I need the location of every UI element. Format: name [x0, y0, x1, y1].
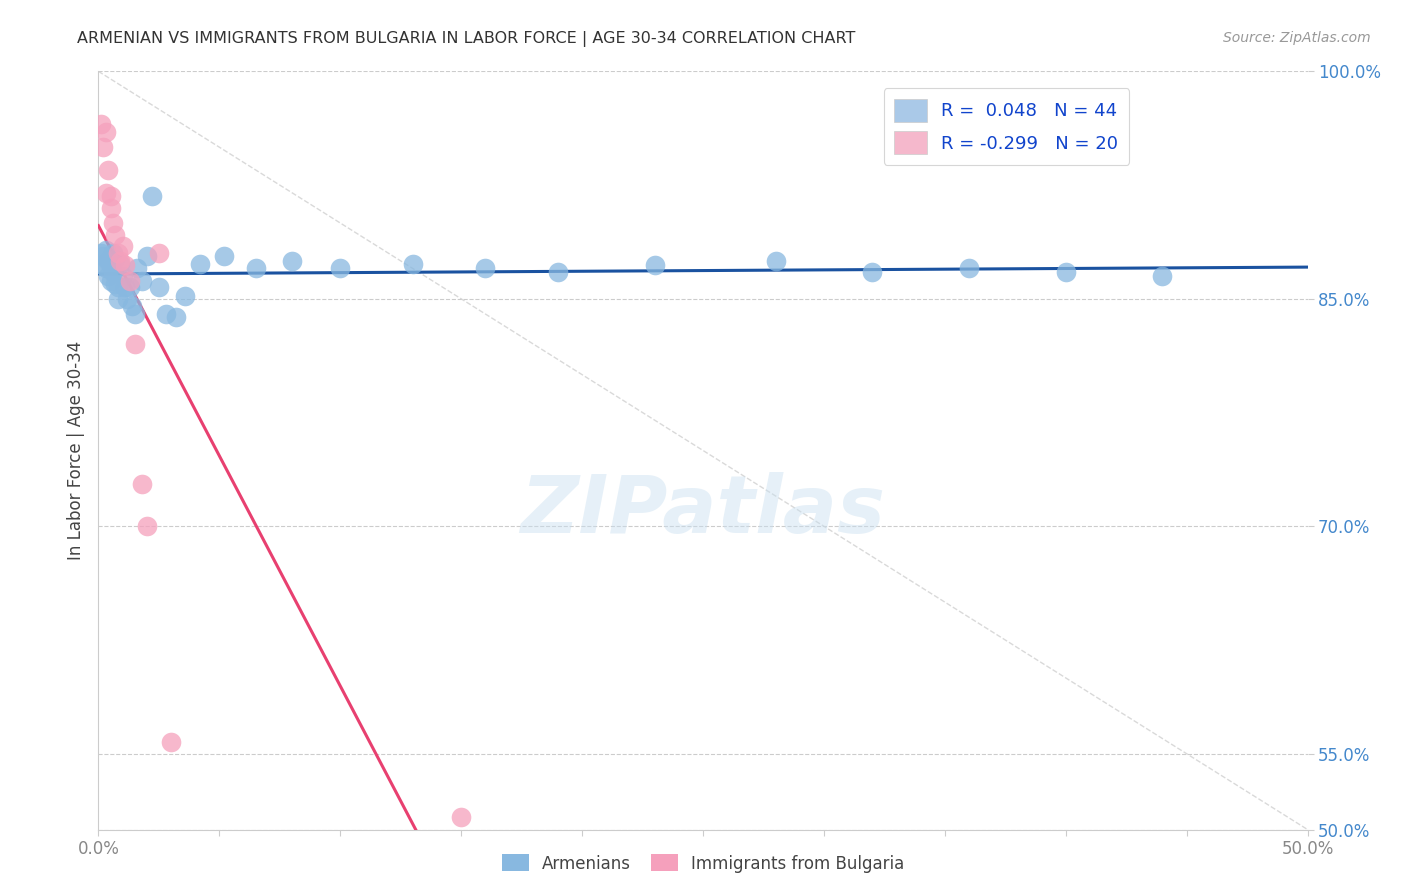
Point: [97, 269, 120, 284]
Point: [97, 253, 120, 268]
Point: [212, 249, 235, 263]
Point: [124, 307, 146, 321]
Point: [148, 246, 170, 260]
Point: [101, 246, 124, 260]
Y-axis label: In Labor Force | Age 30-34: In Labor Force | Age 30-34: [66, 341, 84, 560]
Point: [100, 201, 122, 215]
Point: [957, 261, 980, 276]
Point: [111, 269, 134, 284]
Point: [124, 337, 146, 351]
Point: [765, 253, 787, 268]
Point: [91, 259, 114, 273]
Point: [644, 259, 666, 273]
Point: [108, 253, 131, 268]
Point: [94, 261, 117, 276]
Point: [100, 257, 122, 271]
Point: [188, 257, 211, 271]
Point: [174, 289, 197, 303]
Point: [108, 257, 131, 271]
Point: [135, 249, 157, 263]
Point: [100, 274, 122, 288]
Point: [118, 274, 141, 288]
Point: [141, 188, 163, 202]
Point: [107, 292, 129, 306]
Point: [118, 279, 141, 293]
Point: [160, 734, 183, 748]
Point: [245, 261, 267, 276]
Text: ARMENIAN VS IMMIGRANTS FROM BULGARIA IN LABOR FORCE | AGE 30-34 CORRELATION CHAR: ARMENIAN VS IMMIGRANTS FROM BULGARIA IN …: [77, 31, 856, 47]
Point: [114, 259, 136, 273]
Point: [547, 264, 569, 278]
Point: [450, 810, 472, 824]
Point: [111, 238, 134, 253]
Point: [148, 279, 170, 293]
Point: [94, 125, 117, 139]
Point: [1152, 269, 1174, 284]
Point: [91, 249, 114, 263]
Point: [100, 188, 122, 202]
Point: [474, 261, 496, 276]
Point: [90, 246, 112, 260]
Text: Source: ZipAtlas.com: Source: ZipAtlas.com: [1223, 31, 1371, 45]
Point: [94, 244, 117, 258]
Point: [131, 274, 153, 288]
Point: [101, 264, 124, 278]
Point: [104, 228, 127, 243]
Point: [281, 253, 304, 268]
Point: [1054, 264, 1077, 278]
Point: [104, 277, 127, 291]
Point: [121, 300, 143, 314]
Point: [127, 261, 149, 276]
Point: [97, 163, 120, 178]
Point: [107, 246, 129, 260]
Point: [101, 216, 124, 230]
Point: [91, 140, 114, 154]
Point: [135, 519, 157, 533]
Point: [117, 292, 139, 306]
Point: [90, 118, 112, 132]
Point: [860, 264, 883, 278]
Point: [155, 307, 177, 321]
Point: [107, 279, 129, 293]
Legend: Armenians, Immigrants from Bulgaria: Armenians, Immigrants from Bulgaria: [495, 847, 911, 880]
Point: [104, 252, 127, 267]
Point: [114, 279, 136, 293]
Point: [329, 261, 352, 276]
Point: [94, 186, 117, 200]
Legend: R =  0.048   N = 44, R = -0.299   N = 20: R = 0.048 N = 44, R = -0.299 N = 20: [883, 88, 1129, 165]
Point: [165, 310, 187, 324]
Point: [402, 257, 425, 271]
Point: [131, 476, 153, 491]
Text: ZIPatlas: ZIPatlas: [520, 472, 886, 550]
